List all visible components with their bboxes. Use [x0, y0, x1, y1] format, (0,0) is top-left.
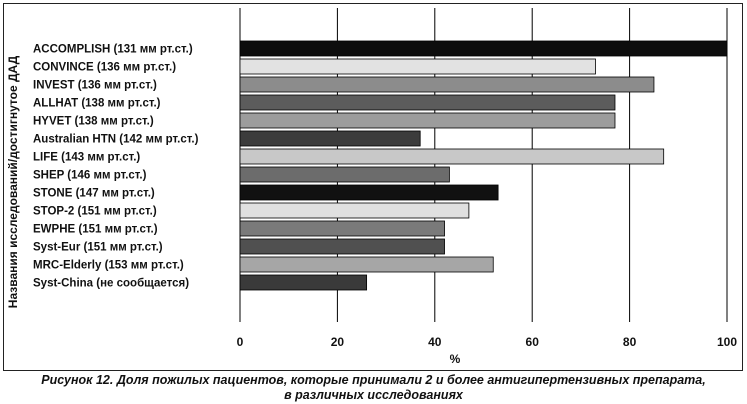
bar-chart: ACCOMPLISH (131 мм рт.ст.) CONVINCE (136 …: [6, 8, 738, 366]
x-tick-label: 60: [526, 335, 540, 349]
bar: [239, 274, 368, 291]
category-label: LIFE (143 мм рт.ст.): [33, 152, 140, 164]
category-label: INVEST (136 мм рт.ст.): [33, 80, 157, 92]
category-label: SHEP (146 мм рт.ст.): [33, 170, 147, 182]
category-label-layer: ACCOMPLISH (131 мм рт.ст.) CONVINCE (136 …: [33, 44, 199, 290]
bar: [239, 58, 596, 75]
figure-frame: [3, 3, 743, 371]
category-label: ALLHAT (138 мм рт.ст.): [33, 98, 161, 110]
category-label: Australian HTN (142 мм рт.ст.): [33, 134, 199, 146]
bar: [239, 130, 421, 147]
bar: [239, 220, 445, 237]
category-label: ACCOMPLISH (131 мм рт.ст.): [33, 44, 193, 56]
category-label: MRC-Elderly (153 мм рт.ст.): [33, 260, 184, 272]
figure-caption: Рисунок 12. Доля пожилых пациентов, кото…: [0, 373, 747, 403]
category-label: HYVET (138 мм рт.ст.): [33, 116, 154, 128]
bar: [239, 40, 728, 57]
bar: [239, 256, 494, 273]
x-tick-label: 100: [717, 335, 737, 349]
category-label: STOP-2 (151 мм рт.ст.): [33, 206, 157, 218]
bar: [239, 148, 665, 165]
bar: [239, 76, 655, 93]
bar: [239, 238, 445, 255]
bar: [239, 184, 499, 201]
category-label: Syst-Eur (151 мм рт.ст.): [33, 242, 163, 254]
caption-line-1: Доля пожилых пациентов, которые принимал…: [113, 373, 706, 387]
category-label: STONE (147 мм рт.ст.): [33, 188, 155, 200]
category-label: Syst-China (не сообщается): [33, 278, 189, 290]
bar-layer: [239, 40, 728, 291]
x-tick-label: 0: [237, 335, 244, 349]
y-axis-title: Названия исследований/достигнутое ДАД: [6, 55, 20, 308]
caption-line-2: в различных исследованиях: [284, 388, 463, 402]
x-tick-label: 40: [428, 335, 442, 349]
x-tick-label: 20: [331, 335, 345, 349]
caption-lead: Рисунок 12.: [41, 373, 114, 387]
bar: [239, 94, 616, 111]
category-label: CONVINCE (136 мм рт.ст.): [33, 62, 176, 74]
x-tick-layer: 0 20 40 60 80 100: [237, 335, 738, 349]
bar: [239, 112, 616, 129]
x-tick-label: 80: [623, 335, 637, 349]
x-axis-title: %: [450, 352, 461, 366]
category-label: EWPHE (151 мм рт.ст.): [33, 224, 158, 236]
bar: [239, 166, 450, 183]
bar: [239, 202, 470, 219]
